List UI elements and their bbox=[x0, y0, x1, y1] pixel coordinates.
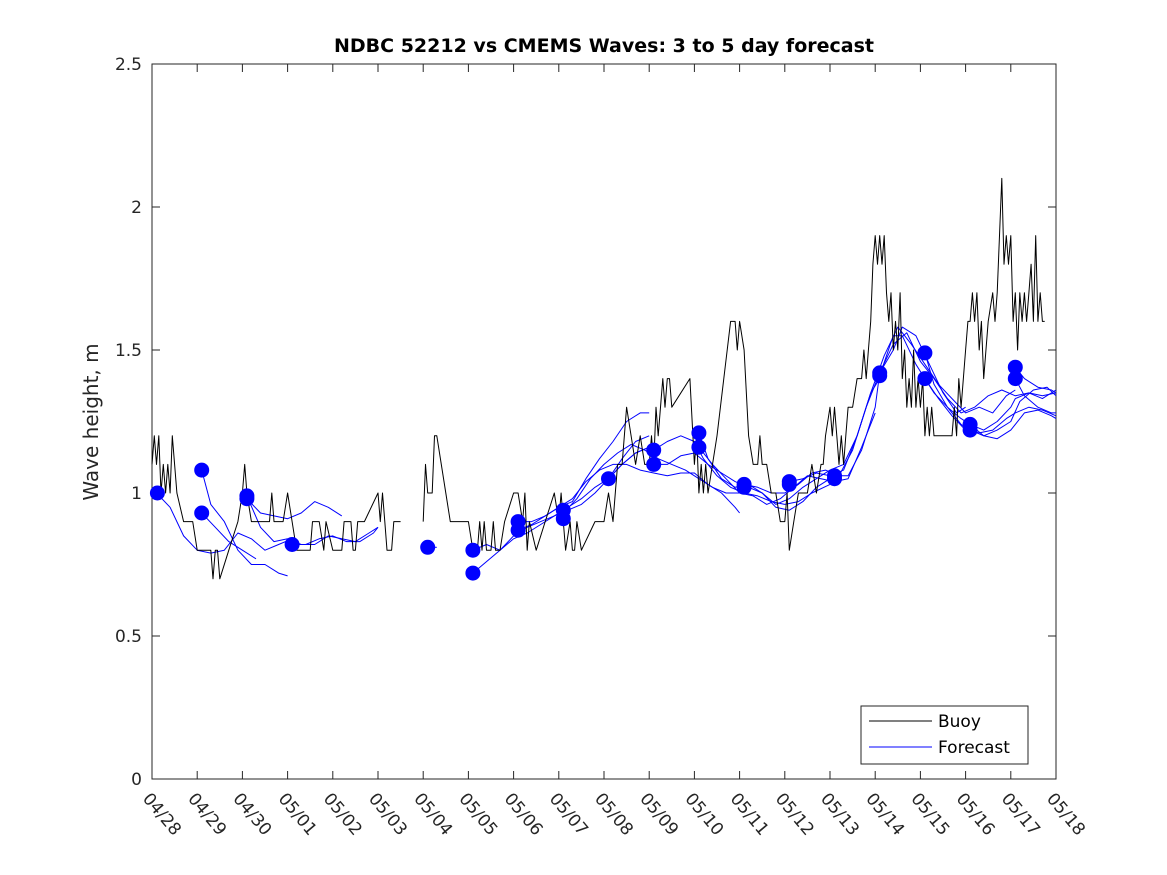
forecast-line-1 bbox=[201, 512, 257, 560]
forecast-line-0 bbox=[156, 492, 293, 554]
forecast-start-marker-17 bbox=[691, 439, 707, 455]
forecast-line-3 bbox=[246, 498, 343, 520]
y-axis-label: Wave height, m bbox=[79, 343, 103, 500]
forecast-start-marker-14 bbox=[646, 442, 662, 458]
forecast-line-25 bbox=[1014, 378, 1056, 414]
forecast-start-marker-16 bbox=[691, 425, 707, 441]
legend-label-buoy: Buoy bbox=[938, 712, 981, 732]
forecast-start-marker-25 bbox=[872, 368, 888, 384]
forecast-start-marker-26 bbox=[917, 345, 933, 361]
forecast-line-15 bbox=[698, 378, 881, 505]
y-tick-label: 0 bbox=[131, 770, 142, 790]
forecast-start-marker-21 bbox=[781, 476, 797, 492]
buoy-line-segment-0 bbox=[151, 435, 401, 580]
y-tick-label: 2 bbox=[131, 198, 142, 218]
forecast-start-marker-0 bbox=[149, 485, 165, 501]
forecast-start-marker-6 bbox=[420, 539, 436, 555]
forecast-line-4 bbox=[246, 495, 379, 545]
y-tick-label: 0.5 bbox=[115, 627, 142, 647]
forecast-start-marker-5 bbox=[284, 537, 300, 552]
forecast-start-marker-19 bbox=[736, 479, 752, 495]
data-layer bbox=[149, 177, 1057, 581]
forecast-start-marker-23 bbox=[827, 471, 842, 487]
legend: Buoy Forecast bbox=[860, 705, 1029, 765]
forecast-start-marker-10 bbox=[510, 522, 526, 538]
forecast-start-marker-1 bbox=[194, 462, 210, 478]
forecast-line-2 bbox=[201, 469, 288, 577]
forecast-start-marker-15 bbox=[646, 456, 662, 472]
chart-title: NDBC 52212 vs CMEMS Waves: 3 to 5 day fo… bbox=[334, 35, 874, 57]
forecast-start-marker-8 bbox=[465, 565, 481, 581]
forecast-line-5 bbox=[292, 526, 379, 545]
y-tick-label: 1 bbox=[131, 484, 142, 504]
forecast-line-23 bbox=[969, 409, 1057, 440]
forecast-line-19 bbox=[834, 332, 1057, 477]
forecast-line-21 bbox=[924, 352, 1057, 437]
forecast-start-marker-12 bbox=[555, 511, 571, 527]
plot-area bbox=[151, 63, 1057, 780]
forecast-start-marker-2 bbox=[194, 505, 210, 521]
forecast-line-9 bbox=[517, 412, 650, 531]
legend-label-forecast: Forecast bbox=[938, 738, 1010, 758]
forecast-start-marker-7 bbox=[465, 542, 481, 558]
forecast-start-marker-27 bbox=[917, 371, 933, 387]
legend-box bbox=[860, 705, 1029, 765]
forecast-start-marker-29 bbox=[962, 422, 978, 438]
forecast-line-22 bbox=[924, 378, 1057, 431]
forecast-start-marker-13 bbox=[601, 471, 616, 487]
forecast-start-marker-31 bbox=[1007, 371, 1023, 387]
y-tick-label: 2.5 bbox=[115, 55, 142, 75]
forecast-start-marker-4 bbox=[239, 491, 255, 507]
y-tick-label: 1.5 bbox=[115, 341, 142, 361]
